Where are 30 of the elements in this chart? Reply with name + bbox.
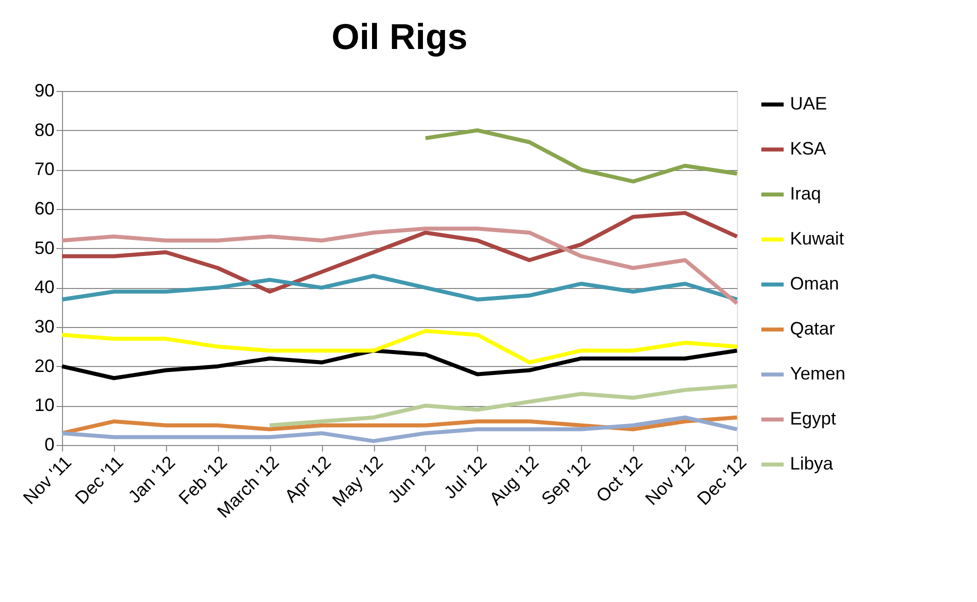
x-tick-label: Jun '12 [384, 452, 439, 507]
legend-label: Kuwait [790, 228, 844, 248]
line-series [60, 274, 739, 302]
y-tick-label: 80 [34, 120, 54, 140]
y-tick-label: 40 [34, 277, 54, 298]
legend-label: Libya [790, 454, 834, 474]
y-tick-label: 10 [34, 395, 54, 416]
line-series [268, 384, 739, 428]
legend-label: Qatar [790, 318, 836, 338]
line-series [60, 210, 739, 294]
y-tick-label: 90 [34, 80, 54, 100]
y-tick-label: 0 [44, 434, 54, 454]
y-tick-label: 60 [34, 198, 54, 218]
legend-label: Oman [790, 274, 840, 294]
line-series [60, 226, 739, 306]
line-series [60, 415, 739, 444]
legend-label: Yemen [790, 364, 846, 384]
chart-title: Oil Rigs [331, 16, 468, 57]
legend-label: Iraq [790, 184, 822, 204]
legend-label: KSA [790, 138, 826, 158]
line-series [60, 328, 739, 364]
legend-label: Egypt [790, 408, 836, 428]
x-tick-label: Oct '12 [592, 452, 646, 506]
line-series [423, 128, 739, 184]
y-tick-label: 20 [34, 356, 54, 376]
line-series [60, 348, 739, 380]
y-tick-label: 30 [34, 316, 54, 336]
y-tick-label: 50 [34, 238, 54, 258]
y-tick-label: 70 [34, 159, 54, 180]
legend-label: UAE [790, 94, 828, 114]
